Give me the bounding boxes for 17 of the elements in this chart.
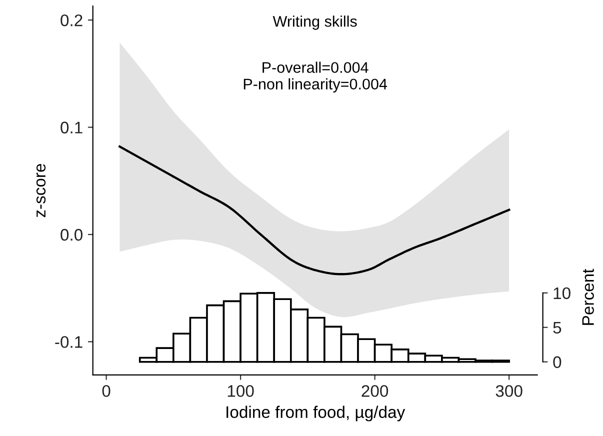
y2-tick-label: 0 <box>553 356 562 368</box>
y2-tick-label: 5 <box>553 322 562 334</box>
annotation: Writing skills <box>272 16 357 30</box>
y-tick-label: 0.0 <box>60 228 82 241</box>
x-tick-label: 0 <box>102 385 110 397</box>
y-axis-title: z-score <box>36 164 46 218</box>
y-tick-label: 0.1 <box>60 122 82 134</box>
x-tick-label: 200 <box>362 385 388 397</box>
y2-axis-title: Percent <box>582 268 594 325</box>
annotation: P-non linearity=0.004 <box>244 78 388 93</box>
x-tick-label: 300 <box>496 385 522 397</box>
y2-tick-label: 10 <box>554 287 570 300</box>
y-tick-label: -0.1 <box>55 336 82 348</box>
x-axis-title: Iodine from food, µg/day <box>226 406 406 422</box>
x-tick-label: 100 <box>228 385 254 397</box>
y-tick-label: 0.2 <box>60 14 82 26</box>
annotation: P-overall=0.004 <box>262 62 368 73</box>
